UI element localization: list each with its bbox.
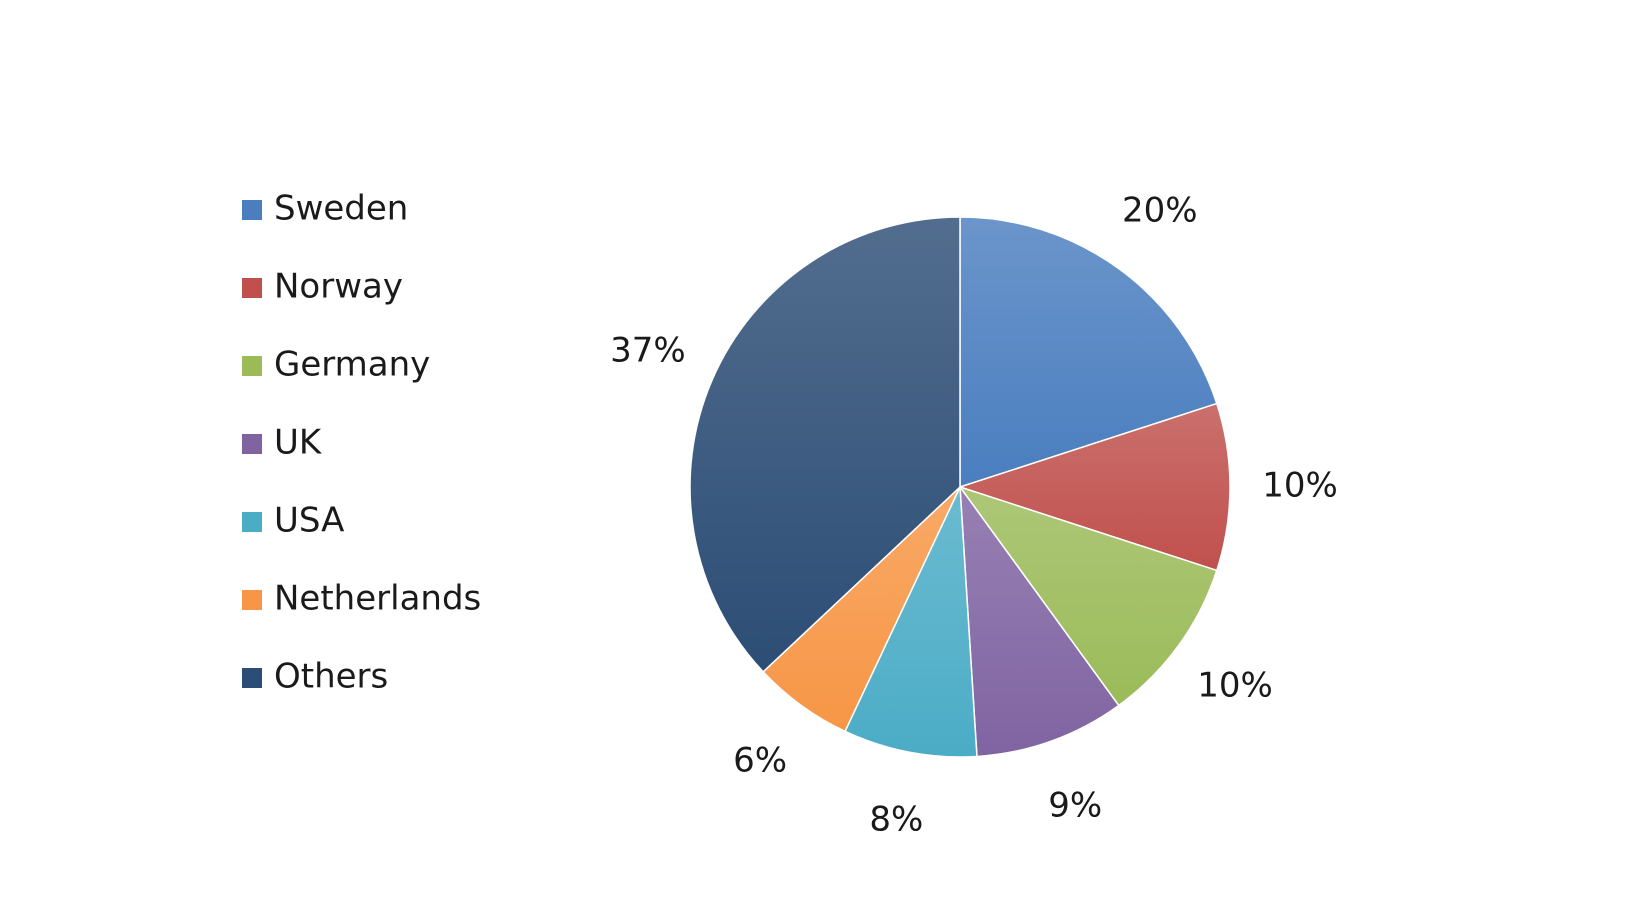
data-label-sweden: 20% [1122, 190, 1198, 230]
legend-label-norway: Norway [274, 267, 403, 307]
data-labels: 20% 10% 10% 9% 8% 6% 37% [610, 190, 1338, 839]
legend-swatch-uk [242, 434, 262, 454]
legend-label-netherlands: Netherlands [274, 579, 481, 619]
legend-swatch-norway [242, 278, 262, 298]
data-label-netherlands: 6% [733, 741, 787, 781]
legend-label-others: Others [274, 657, 388, 697]
data-label-uk: 9% [1048, 785, 1102, 825]
slice-norway [957, 402, 1231, 572]
legend-swatch-germany [242, 356, 262, 376]
data-label-usa: 8% [869, 799, 923, 839]
slice-uk [959, 484, 1120, 758]
legend-label-sweden: Sweden [274, 189, 408, 229]
pie-slices [689, 216, 1231, 758]
legend-swatch-netherlands [242, 590, 262, 610]
legend-swatch-others [242, 668, 262, 688]
legend: Sweden Norway Germany UK USA Netherlands Other… [242, 189, 481, 697]
data-label-norway: 10% [1262, 466, 1338, 506]
legend-swatch-sweden [242, 200, 262, 220]
data-label-germany: 10% [1197, 665, 1273, 705]
slice-usa [844, 486, 978, 758]
slice-sweden [959, 216, 1218, 489]
data-label-others: 37% [610, 330, 686, 370]
legend-label-uk: UK [274, 423, 323, 463]
legend-label-germany: Germany [274, 345, 430, 385]
legend-label-usa: USA [274, 501, 344, 541]
legend-swatch-usa [242, 512, 262, 532]
slice-others [689, 216, 961, 673]
slice-germany [958, 485, 1218, 707]
